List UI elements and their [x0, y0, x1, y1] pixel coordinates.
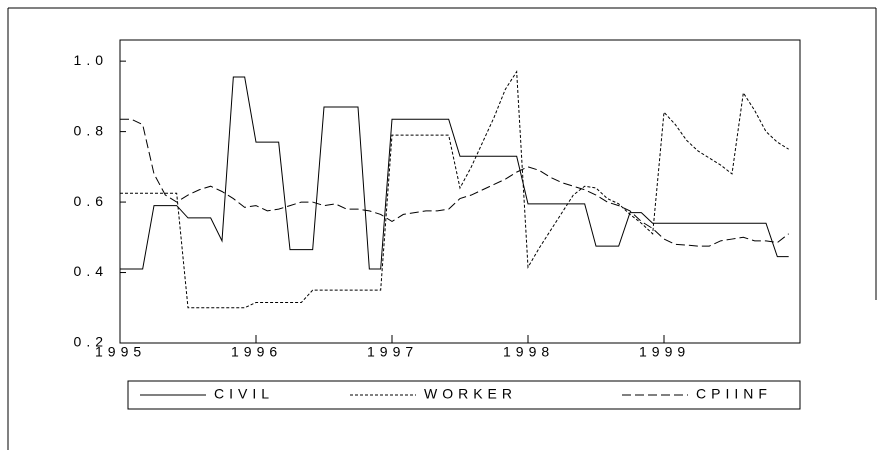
y-tick-label: 0.8 — [74, 122, 108, 138]
series-line — [120, 70, 789, 309]
legend-label: CPIINF — [696, 386, 772, 402]
legend-label: WORKER — [424, 386, 517, 402]
x-tick-label: 1997 — [367, 344, 418, 360]
y-tick-label: 0.2 — [74, 334, 108, 350]
y-tick-label: 0.4 — [74, 263, 108, 279]
x-tick-label: 1995 — [95, 344, 146, 360]
series-line — [120, 118, 789, 247]
legend-label: CIVIL — [214, 386, 274, 402]
x-tick-label: 1998 — [503, 344, 554, 360]
x-tick-label: 1999 — [639, 344, 690, 360]
series-line — [120, 76, 789, 270]
legend — [127, 380, 801, 410]
y-tick-label: 0.6 — [74, 193, 108, 209]
y-tick-label: 1.0 — [74, 52, 108, 68]
plot-frame — [119, 39, 801, 344]
x-tick-label: 1996 — [231, 344, 282, 360]
